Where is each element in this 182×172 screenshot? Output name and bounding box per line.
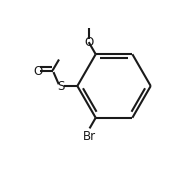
Text: O: O [84,36,93,49]
Text: O: O [33,65,43,78]
Text: Br: Br [83,130,96,143]
Text: S: S [58,79,65,93]
